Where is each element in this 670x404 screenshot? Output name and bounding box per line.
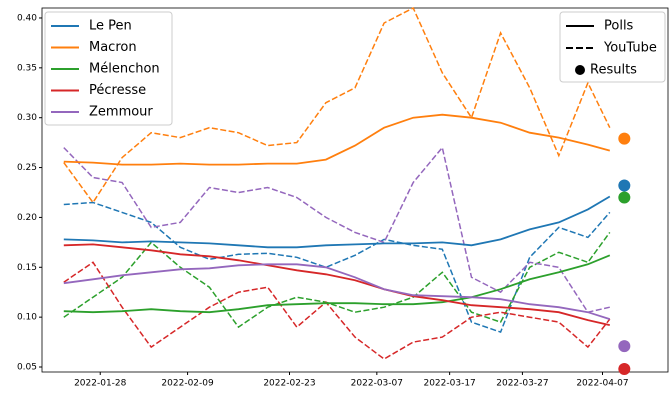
legend-label: Macron: [89, 40, 137, 55]
polls-line: [63, 263, 611, 320]
legend-box: [44, 11, 173, 126]
legend-label: Le Pen: [89, 19, 132, 34]
polls-line: [63, 254, 611, 314]
x-tick-label: 2022-02-23: [263, 379, 315, 389]
style-legend: Polls YouTube Results: [559, 11, 666, 83]
legend-label: Pécresse: [89, 83, 146, 98]
youtube-line: [63, 6, 611, 204]
x-tick-label: 2022-01-28: [74, 379, 127, 389]
result-dot: [618, 132, 631, 145]
legend-box: [559, 11, 666, 83]
y-tick-label: 0.10: [17, 313, 37, 323]
polls-line: [63, 113, 611, 166]
y-tick-label: 0.30: [17, 113, 37, 123]
plot-frame: [41, 7, 669, 373]
y-tick-label: 0.05: [17, 363, 37, 373]
y-tick-label: 0.15: [17, 263, 37, 273]
result-dot: [618, 179, 631, 192]
youtube-line: [63, 201, 611, 334]
x-tick-label: 2022-04-07: [576, 379, 628, 389]
x-tick-label: 2022-02-09: [161, 379, 214, 389]
y-tick-label: 0.25: [17, 163, 37, 173]
y-tick-label: 0.40: [17, 13, 37, 23]
plot-area: [63, 6, 631, 376]
result-dot: [618, 340, 631, 353]
x-tick-label: 2022-03-17: [423, 379, 475, 389]
legend-label: Results: [590, 63, 637, 78]
youtube-line: [63, 145, 610, 314]
legend-label: Zemmour: [89, 105, 153, 120]
y-tick-label: 0.35: [17, 63, 37, 73]
legend-dot: [575, 65, 585, 75]
polls-line: [63, 243, 611, 326]
y-tick-label: 0.20: [17, 213, 37, 223]
legend-label: Mélenchon: [89, 62, 160, 77]
polls-line: [63, 195, 611, 249]
legend-label: Polls: [604, 19, 634, 34]
legend-label: YouTube: [603, 41, 657, 56]
youtube-line: [63, 231, 611, 329]
x-tick-label: 2022-03-07: [351, 379, 403, 389]
candidate-legend: Le Pen Macron Mélenchon Pécresse Zemmour: [44, 11, 173, 126]
x-tick-label: 2022-03-27: [496, 379, 548, 389]
result-dot: [618, 363, 631, 376]
result-dot: [618, 191, 631, 204]
